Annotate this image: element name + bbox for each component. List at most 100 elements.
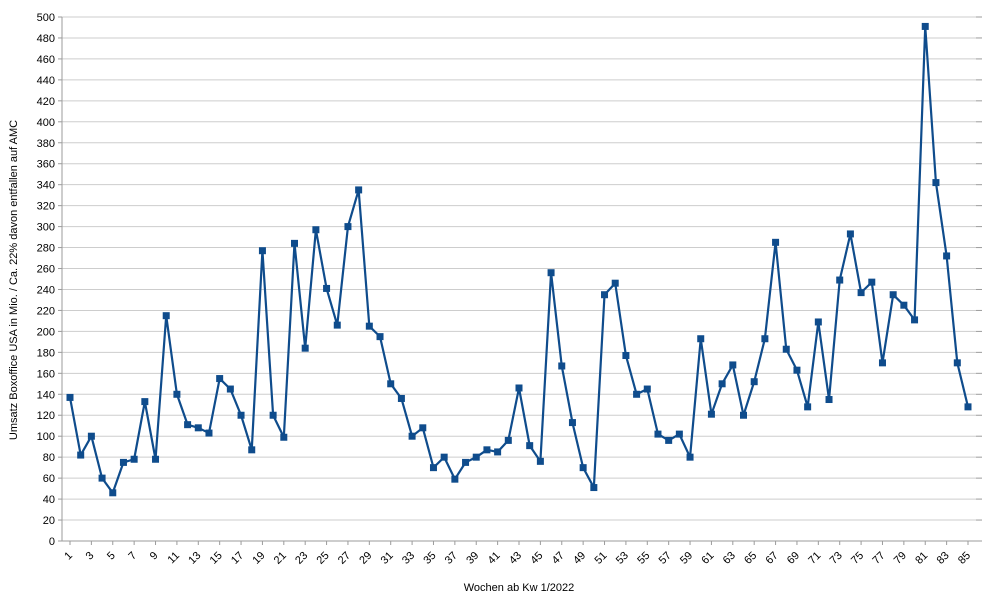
x-tick-label: 15 xyxy=(208,550,225,567)
x-tick-label: 29 xyxy=(357,550,374,567)
data-point-marker xyxy=(654,430,662,438)
x-tick-label: 39 xyxy=(464,550,481,567)
data-point-marker xyxy=(184,421,192,429)
data-point-marker xyxy=(291,239,298,247)
y-tick-label: 100 xyxy=(37,431,55,443)
x-tick-label: 1 xyxy=(62,550,75,563)
x-tick-label: 79 xyxy=(892,550,909,567)
y-tick-label: 0 xyxy=(49,536,55,548)
data-point-marker xyxy=(269,411,277,419)
data-point-marker xyxy=(793,366,801,374)
data-point-marker xyxy=(440,453,448,461)
data-point-marker xyxy=(932,179,940,187)
x-tick-label: 51 xyxy=(592,550,609,567)
data-point-marker xyxy=(173,390,181,398)
data-point-marker xyxy=(772,238,780,246)
x-tick-label: 41 xyxy=(486,550,503,567)
y-tick-label: 40 xyxy=(43,494,55,506)
data-point-marker xyxy=(515,384,523,392)
data-point-marker xyxy=(675,430,683,438)
data-point-marker xyxy=(258,247,266,255)
x-tick-label: 81 xyxy=(913,550,930,567)
y-tick-label: 460 xyxy=(37,54,55,66)
x-tick-label: 21 xyxy=(272,550,289,567)
data-point-marker xyxy=(846,230,854,238)
data-point-marker xyxy=(579,464,587,472)
x-tick-label: 77 xyxy=(870,550,887,567)
data-point-marker xyxy=(387,380,395,388)
data-point-marker xyxy=(376,333,384,341)
y-tick-label: 480 xyxy=(37,33,55,45)
data-point-marker xyxy=(761,335,769,343)
y-tick-label: 380 xyxy=(37,138,55,150)
data-point-marker xyxy=(740,411,747,419)
x-tick-label: 33 xyxy=(400,550,417,567)
y-tick-label: 300 xyxy=(37,222,55,234)
x-tick-label: 13 xyxy=(186,550,203,567)
data-point-marker xyxy=(194,424,202,432)
data-point-marker xyxy=(718,380,726,388)
y-tick-label: 360 xyxy=(37,159,55,171)
x-tick-label: 43 xyxy=(507,550,524,567)
y-tick-label: 200 xyxy=(37,326,55,338)
x-axis-title: Wochen ab Kw 1/2022 xyxy=(463,582,575,594)
x-tick-label: 23 xyxy=(293,550,310,567)
x-tick-label: 7 xyxy=(126,550,139,563)
data-point-marker xyxy=(162,312,170,320)
data-point-marker xyxy=(868,278,876,286)
y-tick-label: 20 xyxy=(43,515,55,527)
data-point-marker xyxy=(878,359,886,367)
data-point-marker xyxy=(216,375,224,383)
data-point-marker xyxy=(622,352,630,360)
data-point-marker xyxy=(429,464,437,472)
x-tick-label: 69 xyxy=(785,550,802,567)
data-point-marker xyxy=(536,457,544,465)
x-tick-label: 55 xyxy=(635,550,652,567)
data-point-marker xyxy=(130,455,138,463)
data-point-marker xyxy=(141,398,149,406)
x-tick-label: 63 xyxy=(721,550,738,567)
data-point-marker xyxy=(601,291,609,299)
data-point-marker xyxy=(462,458,470,466)
y-tick-label: 420 xyxy=(37,96,55,108)
data-point-marker xyxy=(472,453,480,461)
data-point-marker xyxy=(729,361,737,369)
data-point-marker xyxy=(825,396,833,404)
y-tick-label: 500 xyxy=(37,12,55,24)
data-point-marker xyxy=(248,446,256,454)
y-tick-label: 160 xyxy=(37,368,55,380)
data-point-marker xyxy=(857,289,865,297)
x-tick-label: 83 xyxy=(935,550,952,567)
data-point-marker xyxy=(365,322,373,330)
data-point-marker xyxy=(226,385,234,393)
y-tick-label: 340 xyxy=(37,180,55,192)
x-tick-label: 57 xyxy=(657,550,674,567)
data-point-marker xyxy=(419,424,427,432)
data-point-marker xyxy=(611,279,619,287)
data-point-marker xyxy=(280,433,288,441)
data-point-marker xyxy=(568,419,576,427)
data-point-marker xyxy=(590,484,598,492)
data-point-marker xyxy=(98,474,106,482)
x-tick-label: 67 xyxy=(764,550,781,567)
x-tick-label: 85 xyxy=(956,550,973,567)
x-tick-label: 11 xyxy=(165,550,182,567)
data-point-marker xyxy=(804,403,812,411)
data-point-marker xyxy=(547,269,555,277)
data-point-marker xyxy=(451,475,459,483)
data-point-marker xyxy=(301,344,309,352)
data-point-marker xyxy=(686,453,694,461)
y-axis-title: Umsatz Boxoffice USA in Mio. / Ca. 22% d… xyxy=(8,119,20,441)
y-tick-label: 120 xyxy=(37,410,55,422)
x-tick-label: 61 xyxy=(699,550,716,567)
y-tick-label: 60 xyxy=(43,473,55,485)
y-tick-label: 400 xyxy=(37,117,55,129)
y-tick-label: 260 xyxy=(37,264,55,276)
data-point-marker xyxy=(697,335,705,343)
x-tick-label: 27 xyxy=(336,550,353,567)
data-point-marker xyxy=(750,378,758,386)
x-tick-label: 3 xyxy=(84,550,97,563)
data-point-marker xyxy=(643,385,651,393)
